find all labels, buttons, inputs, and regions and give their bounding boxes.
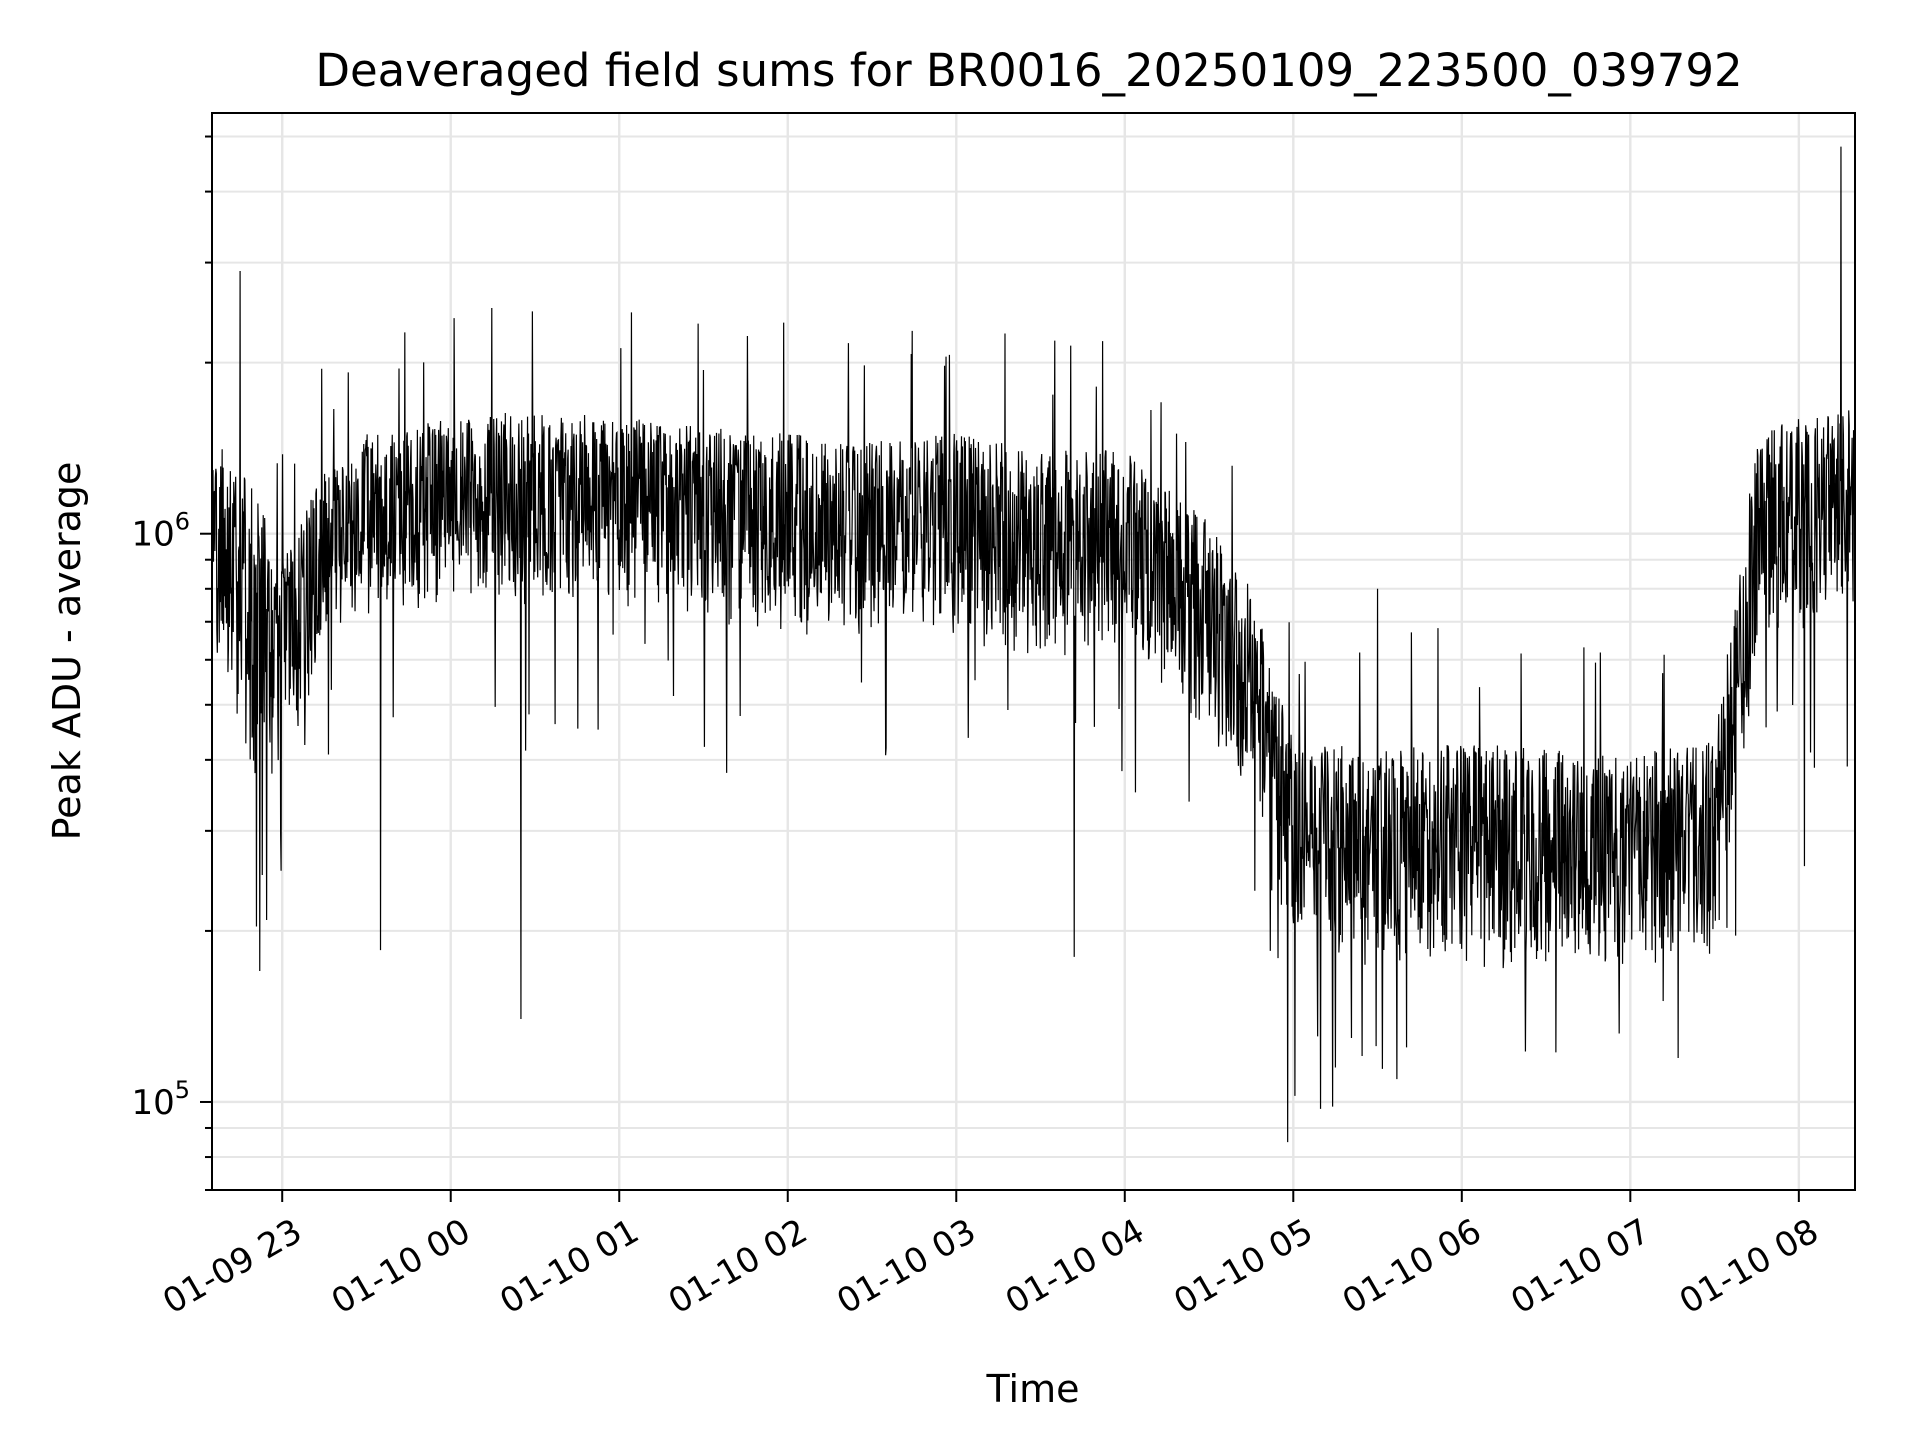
data-layer: [211, 146, 1856, 1143]
x-tick-label: 01-10 00: [325, 1211, 477, 1322]
series-line: [211, 146, 1856, 1143]
grid: [212, 113, 1855, 1191]
x-tick-label: 01-09 23: [156, 1211, 308, 1322]
y-axis-label: Peak ADU - average: [45, 462, 89, 841]
plot-frame: [211, 112, 1856, 1191]
x-tick-label: 01-10 08: [1673, 1211, 1825, 1322]
x-tick-label: 01-10 01: [493, 1211, 645, 1322]
x-axis: 01-09 23 01-10 00 01-10 01 01-10 02 01-10 03…: [156, 1190, 1825, 1322]
x-axis-label: Time: [986, 1367, 1080, 1411]
x-tick-label: 01-10 04: [999, 1211, 1151, 1322]
x-tick-label: 01-10 06: [1336, 1211, 1488, 1322]
x-tick-label: 01-10 05: [1167, 1211, 1319, 1322]
chart-title: Deaveraged field sums for BR0016_2025010…: [315, 44, 1742, 97]
x-tick-label: 01-10 02: [662, 1211, 814, 1322]
y-tick-label: 106: [131, 508, 190, 555]
y-tick-label: 105: [131, 1076, 190, 1123]
x-tick-label: 01-10 07: [1504, 1211, 1656, 1322]
y-axis: 105 106: [131, 135, 212, 1191]
x-tick-label: 01-10 03: [830, 1211, 982, 1322]
